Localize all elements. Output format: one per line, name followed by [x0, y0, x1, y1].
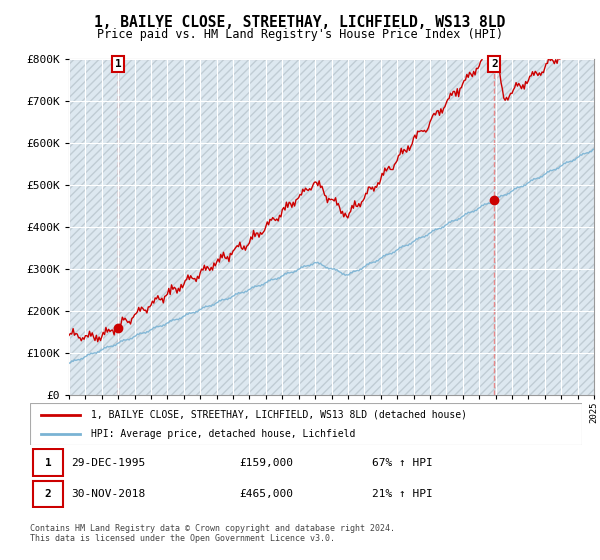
- Text: 21% ↑ HPI: 21% ↑ HPI: [372, 489, 433, 499]
- Text: HPI: Average price, detached house, Lichfield: HPI: Average price, detached house, Lich…: [91, 429, 355, 439]
- Text: 30-NOV-2018: 30-NOV-2018: [71, 489, 146, 499]
- FancyBboxPatch shape: [33, 450, 63, 475]
- Text: 29-DEC-1995: 29-DEC-1995: [71, 458, 146, 468]
- Text: 1, BAILYE CLOSE, STREETHAY, LICHFIELD, WS13 8LD: 1, BAILYE CLOSE, STREETHAY, LICHFIELD, W…: [94, 15, 506, 30]
- Text: Contains HM Land Registry data © Crown copyright and database right 2024.
This d: Contains HM Land Registry data © Crown c…: [30, 524, 395, 543]
- Text: 2: 2: [44, 489, 52, 499]
- Text: £465,000: £465,000: [240, 489, 294, 499]
- FancyBboxPatch shape: [33, 481, 63, 507]
- Text: 1: 1: [44, 458, 52, 468]
- Text: Price paid vs. HM Land Registry's House Price Index (HPI): Price paid vs. HM Land Registry's House …: [97, 28, 503, 41]
- Text: 2: 2: [491, 59, 497, 69]
- FancyBboxPatch shape: [30, 403, 582, 445]
- Text: 1: 1: [115, 59, 121, 69]
- Bar: [69, 59, 594, 395]
- Text: 67% ↑ HPI: 67% ↑ HPI: [372, 458, 433, 468]
- Text: £159,000: £159,000: [240, 458, 294, 468]
- Text: 1, BAILYE CLOSE, STREETHAY, LICHFIELD, WS13 8LD (detached house): 1, BAILYE CLOSE, STREETHAY, LICHFIELD, W…: [91, 409, 467, 419]
